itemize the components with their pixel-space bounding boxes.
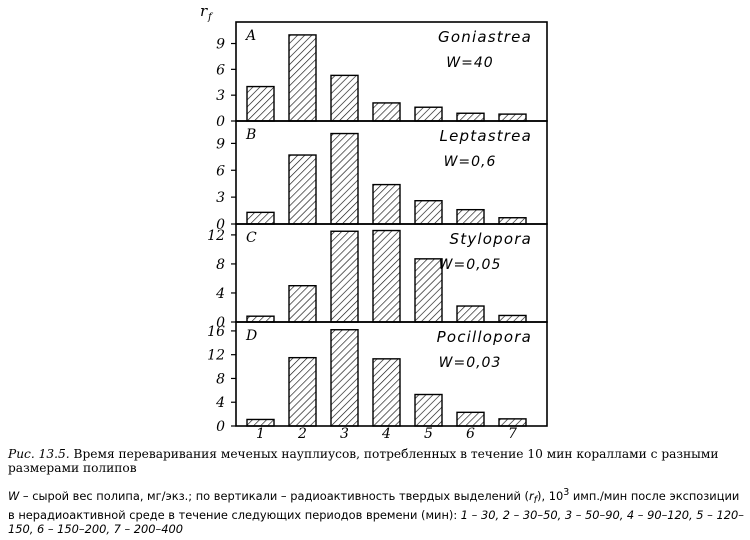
panel-letter: D [245, 328, 257, 344]
bar-c-5 [414, 258, 443, 323]
note-periods: 1 – 30, 2 – 30–50, 3 – 50–90, 4 – 90–120… [8, 508, 744, 537]
y-tick-label: 0 [216, 114, 225, 130]
species-label: Stylopora [450, 230, 532, 248]
bar-d-2 [288, 356, 317, 427]
panel-d: 0 4 8 12 16 D Pocillopora W=0,03 [207, 321, 548, 435]
panel-letter: A [244, 28, 256, 44]
x-tick-label: 6 [466, 426, 475, 440]
caption-reference: Рис. 13.5. [8, 447, 70, 461]
bar-d-4 [372, 358, 401, 427]
bar-c-2 [288, 285, 317, 323]
bar-d-3 [330, 329, 359, 427]
y-tick-label: 8 [216, 257, 225, 273]
note-part-2: ), 10 [537, 488, 564, 503]
bar-d-5 [414, 393, 443, 427]
x-tick-label: 2 [297, 426, 307, 440]
y-tick-label: 6 [216, 62, 225, 78]
bar-a-2 [288, 34, 317, 122]
note-part-1: – сырой вес полипа, мг/экз.; по вертикал… [19, 488, 529, 503]
panel-c: 0 4 8 12 C Stylopora W=0,05 [207, 223, 548, 331]
panel-letter: B [245, 127, 256, 143]
bar-a-6 [456, 112, 485, 122]
y-tick-label: 12 [207, 348, 225, 364]
y-tick-label: 0 [216, 419, 225, 435]
x-tick-label: 1 [256, 426, 265, 440]
y-tick-label: 4 [215, 286, 225, 302]
bar-b-5 [414, 200, 443, 225]
y-tick-label: 0 [216, 217, 225, 233]
note-r-subscript: f [533, 495, 538, 507]
y-tick-label: 12 [207, 228, 225, 244]
bar-a-1 [246, 85, 275, 122]
y-tick-label: 8 [216, 371, 225, 387]
x-tick-label: 7 [508, 426, 517, 440]
figure-caption: Рис. 13.5. Время переваривания меченых н… [8, 447, 744, 475]
y-tick-label: 9 [216, 37, 225, 53]
y-axis-label-subscript: f [207, 12, 214, 23]
y-tick-label: 3 [216, 88, 225, 104]
weight-label: W=0,05 [439, 257, 502, 273]
bar-a-7 [498, 113, 527, 122]
weight-label: W=0,03 [439, 355, 502, 371]
note-w: W [8, 488, 20, 503]
bar-a-4 [372, 102, 401, 122]
weight-label: W=0,6 [444, 154, 497, 170]
y-tick-label: 4 [215, 395, 225, 411]
note-superscript: 3 [563, 487, 570, 498]
panel-a: 0 3 6 9 A Goniastrea W=40 [216, 21, 548, 130]
bar-c-4 [372, 229, 401, 323]
bar-a-5 [414, 106, 443, 122]
y-axis-label-r: r [200, 2, 208, 20]
bar-c-3 [330, 230, 359, 323]
weight-label: W=40 [446, 55, 493, 71]
note-part-3: имп./мин после экспозиции в нерадиоактив… [8, 488, 740, 523]
x-axis-tick-labels: 1 2 3 4 5 6 7 [256, 426, 517, 440]
bar-b-1 [246, 211, 275, 225]
note-r: r [528, 488, 534, 503]
bar-b-6 [456, 208, 485, 225]
bar-b-4 [372, 183, 401, 225]
bar-d-1 [246, 418, 275, 427]
x-tick-label: 5 [424, 426, 433, 440]
species-label: Leptastrea [440, 127, 532, 145]
bar-c-7 [498, 314, 527, 323]
bar-b-3 [330, 132, 359, 225]
caption-note: W – сырой вес полипа, мг/экз.; по вертик… [8, 486, 744, 536]
bar-b-7 [498, 217, 527, 225]
y-tick-label: 16 [207, 324, 225, 340]
species-label: Pocillopora [437, 328, 532, 346]
panel-letter: C [246, 230, 257, 246]
bar-c-6 [456, 305, 485, 323]
bar-a-3 [330, 74, 359, 122]
x-tick-label: 3 [340, 426, 349, 440]
species-label: Goniastrea [438, 28, 532, 46]
y-tick-label: 6 [216, 163, 225, 179]
y-axis-label: r f [200, 2, 214, 23]
caption-text: Время переваривания меченых науплиусов, … [8, 447, 719, 475]
panel-b: 0 3 6 9 B Leptastrea W=0,6 [216, 120, 548, 233]
y-tick-label: 0 [216, 315, 225, 331]
bar-d-7 [498, 418, 527, 427]
y-tick-label: 9 [216, 136, 225, 152]
x-tick-label: 4 [381, 426, 391, 440]
bar-b-2 [288, 154, 317, 225]
bar-chart-figure: r f 0 3 6 9 A Goniastrea W=40 0 3 6 9 B Leptastrea W=… [200, 2, 548, 440]
bar-c-1 [246, 315, 275, 323]
y-tick-label: 3 [216, 190, 225, 206]
bar-d-6 [456, 411, 485, 427]
